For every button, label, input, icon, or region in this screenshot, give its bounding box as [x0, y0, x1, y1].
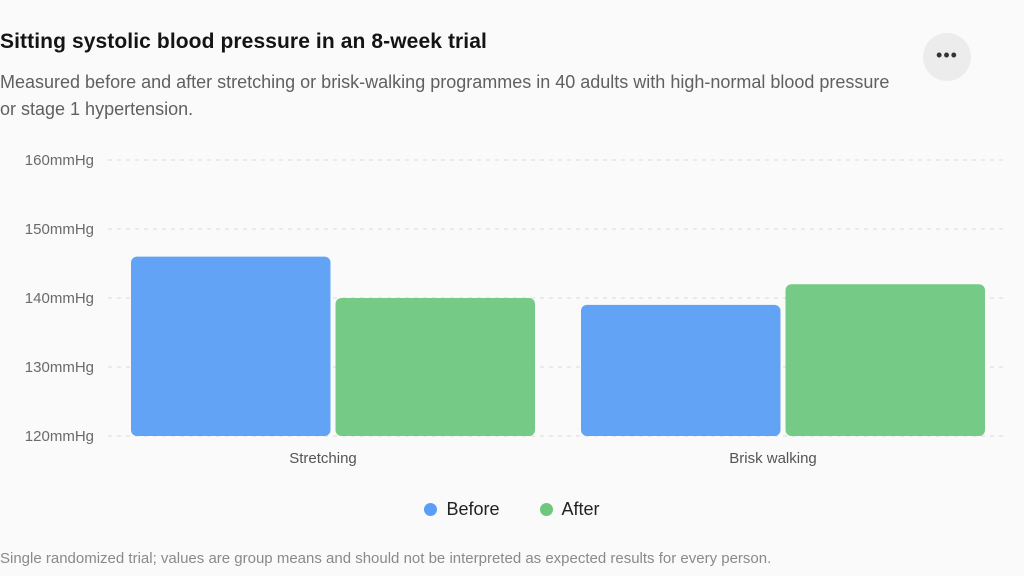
legend-item-after[interactable]: After	[539, 499, 600, 520]
y-tick-label: 140mmHg	[25, 290, 94, 307]
y-tick-label: 120mmHg	[25, 428, 94, 445]
x-axis-ticks: Stretching Brisk walking	[289, 450, 817, 467]
y-tick-label: 160mmHg	[25, 152, 94, 169]
bar-after-stretching	[335, 298, 535, 436]
legend-label-after: After	[561, 499, 600, 519]
y-tick-label: 130mmHg	[25, 359, 94, 376]
x-tick-label: Brisk walking	[729, 450, 817, 467]
y-axis-ticks: 120mmHg 130mmHg 140mmHg 150mmHg 160mmHg	[25, 152, 94, 445]
chart-title: Sitting systolic blood pressure in an 8-…	[0, 30, 487, 53]
legend-swatch-before	[424, 503, 438, 516]
bar-chart: 120mmHg 130mmHg 140mmHg 150mmHg 160mmHg Stre…	[25, 152, 1008, 467]
legend-item-before[interactable]: Before	[424, 499, 500, 520]
chart-subtitle: Measured before and after stretching or …	[0, 72, 890, 119]
more-horizontal-icon: •••	[936, 45, 958, 65]
bar-before-brisk-walking	[581, 304, 781, 436]
bars	[131, 256, 985, 436]
x-tick-label: Stretching	[289, 450, 357, 467]
bar-before-stretching	[131, 256, 331, 436]
legend-swatch-after	[539, 503, 553, 516]
y-tick-label: 150mmHg	[25, 221, 94, 238]
bar-after-brisk-walking	[785, 284, 985, 436]
legend: Before After	[0, 499, 1024, 520]
more-options-button[interactable]: •••	[923, 33, 971, 81]
legend-label-before: Before	[446, 499, 500, 519]
footnote: Single randomized trial; values are grou…	[0, 550, 772, 567]
